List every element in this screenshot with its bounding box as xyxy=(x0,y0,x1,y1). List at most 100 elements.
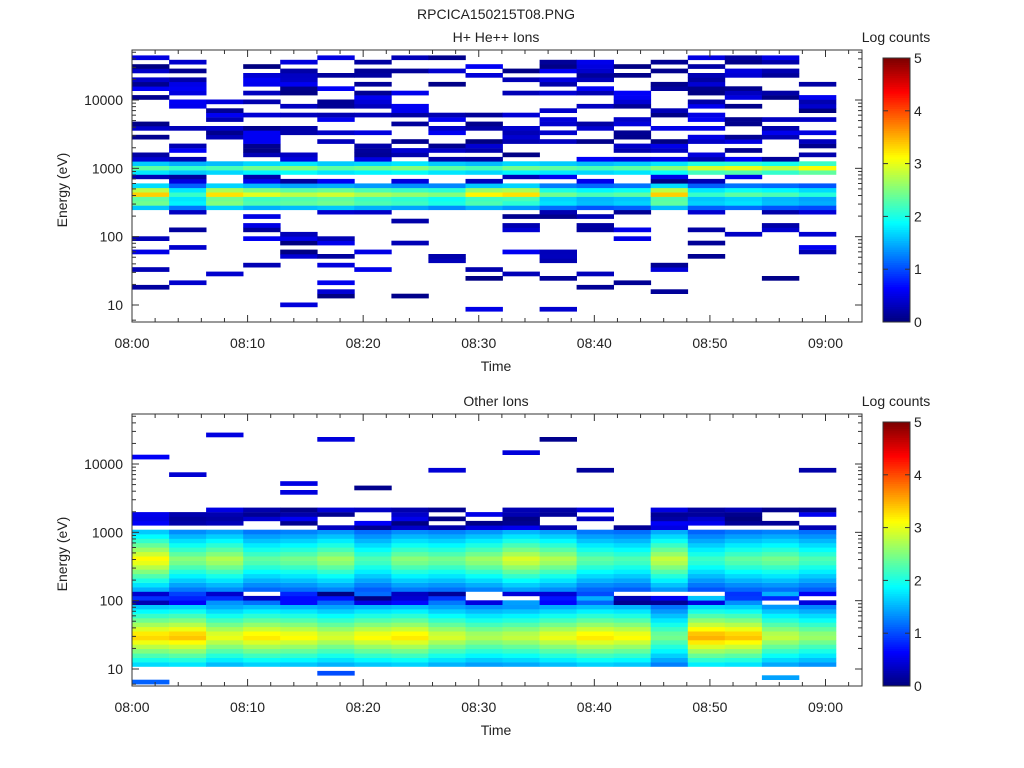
spectrogram-cell xyxy=(650,262,689,268)
spectrogram-cell xyxy=(613,103,652,109)
spectrogram-cell xyxy=(613,170,652,175)
spectrogram-cell xyxy=(761,165,800,171)
spectrogram-cell xyxy=(280,130,318,136)
spectrogram-cell xyxy=(391,507,429,513)
spectrogram-cell xyxy=(317,293,355,299)
spectrogram-cell xyxy=(280,126,318,131)
spectrogram-cell xyxy=(317,640,355,645)
spectrogram-cell xyxy=(132,64,170,69)
spectrogram-cell xyxy=(169,192,207,197)
spectrogram-cell xyxy=(798,512,837,517)
spectrogram-cell xyxy=(169,201,207,206)
spectrogram-cell xyxy=(354,196,392,202)
spectrogram-cell xyxy=(761,648,800,654)
spectrogram-cell xyxy=(650,534,689,539)
colorbar-segment xyxy=(883,503,910,506)
spectrogram-cell xyxy=(354,653,392,658)
spectrogram-cell xyxy=(280,644,318,650)
spectrogram-cell xyxy=(391,635,429,641)
spectrogram-cell xyxy=(502,516,540,522)
spectrogram-cell xyxy=(354,565,392,570)
spectrogram-cell xyxy=(206,534,244,539)
spectrogram-cells-h-he xyxy=(132,55,837,312)
spectrogram-cell xyxy=(132,236,170,241)
spectrogram-cell xyxy=(724,55,763,61)
spectrogram-cell xyxy=(798,662,837,667)
spectrogram-cell xyxy=(724,538,763,544)
spectrogram-cell xyxy=(576,205,614,211)
spectrogram-cell xyxy=(243,223,281,228)
spectrogram-cell xyxy=(391,520,429,526)
spectrogram-cell xyxy=(391,108,429,113)
colorbar-segment xyxy=(883,198,910,202)
colorbar-segment xyxy=(883,624,910,627)
spectrogram-cell xyxy=(798,560,837,566)
spectrogram-cell xyxy=(391,121,429,127)
spectrogram-cell xyxy=(354,560,392,566)
colorbar-segment xyxy=(883,234,910,237)
spectrogram-cell xyxy=(280,240,318,246)
spectrogram-cell xyxy=(687,126,726,131)
spectrogram-cell xyxy=(280,582,318,588)
spectrogram-cell xyxy=(687,529,726,535)
spectrogram-cell xyxy=(243,165,281,171)
spectrogram-cell xyxy=(206,130,244,136)
spectrogram-cell xyxy=(613,134,652,140)
spectrogram-cell xyxy=(391,582,429,588)
spectrogram-cell xyxy=(502,587,540,592)
spectrogram-cell xyxy=(465,569,503,575)
spectrogram-cell xyxy=(539,648,577,654)
spectrogram-cell xyxy=(391,578,429,583)
spectrogram-cell xyxy=(317,170,355,175)
spectrogram-cell xyxy=(502,569,540,575)
spectrogram-cell xyxy=(650,156,689,162)
spectrogram-cell xyxy=(317,103,355,109)
spectrogram-cell xyxy=(169,551,207,557)
y-tick-label: 100 xyxy=(100,593,124,609)
spectrogram-cell xyxy=(317,117,355,122)
spectrogram-cell xyxy=(502,648,540,654)
spectrogram-cell xyxy=(687,640,726,645)
spectrogram-cell xyxy=(687,604,726,610)
spectrogram-cell xyxy=(354,192,392,197)
spectrogram-cell xyxy=(502,662,540,667)
spectrogram-cell xyxy=(428,551,466,557)
spectrogram-cell xyxy=(576,214,614,219)
spectrogram-cell xyxy=(798,640,837,645)
spectrogram-cell xyxy=(539,507,577,513)
spectrogram-cell xyxy=(613,578,652,583)
colorbar-segment xyxy=(883,628,910,632)
spectrogram-cell xyxy=(206,604,244,610)
spectrogram-cell xyxy=(724,68,763,74)
colorbar-segment xyxy=(883,433,910,436)
spectrogram-cell xyxy=(650,631,689,636)
spectrogram-cell xyxy=(280,618,318,623)
spectrogram-cell xyxy=(169,209,207,215)
spectrogram-cell xyxy=(243,99,281,105)
spectrogram-cell xyxy=(354,529,392,535)
spectrogram-cell xyxy=(132,77,170,83)
spectrogram-cell xyxy=(687,205,726,211)
spectrogram-cell xyxy=(206,192,244,197)
spectrogram-cell xyxy=(169,631,207,636)
spectrogram-cell xyxy=(169,542,207,548)
spectrogram-cell xyxy=(539,622,577,628)
spectrogram-cell xyxy=(724,192,763,197)
colorbar-segment xyxy=(883,650,910,654)
spectrogram-cell xyxy=(317,209,355,215)
spectrogram-cell xyxy=(502,90,540,96)
spectrogram-cell xyxy=(798,582,837,588)
colorbar-segment xyxy=(883,602,910,605)
spectrogram-cell xyxy=(243,130,281,136)
spectrogram-cell xyxy=(243,644,281,650)
spectrogram-cell xyxy=(539,635,577,641)
spectrogram-cell xyxy=(798,192,837,197)
spectrogram-cell xyxy=(317,551,355,557)
spectrogram-cell xyxy=(169,126,207,131)
spectrogram-cell xyxy=(502,556,540,561)
colorbar-segment xyxy=(883,113,910,116)
spectrogram-cell xyxy=(761,209,800,215)
spectrogram-cell xyxy=(132,170,170,175)
spectrogram-cell xyxy=(724,587,763,592)
spectrogram-cell xyxy=(539,205,577,211)
